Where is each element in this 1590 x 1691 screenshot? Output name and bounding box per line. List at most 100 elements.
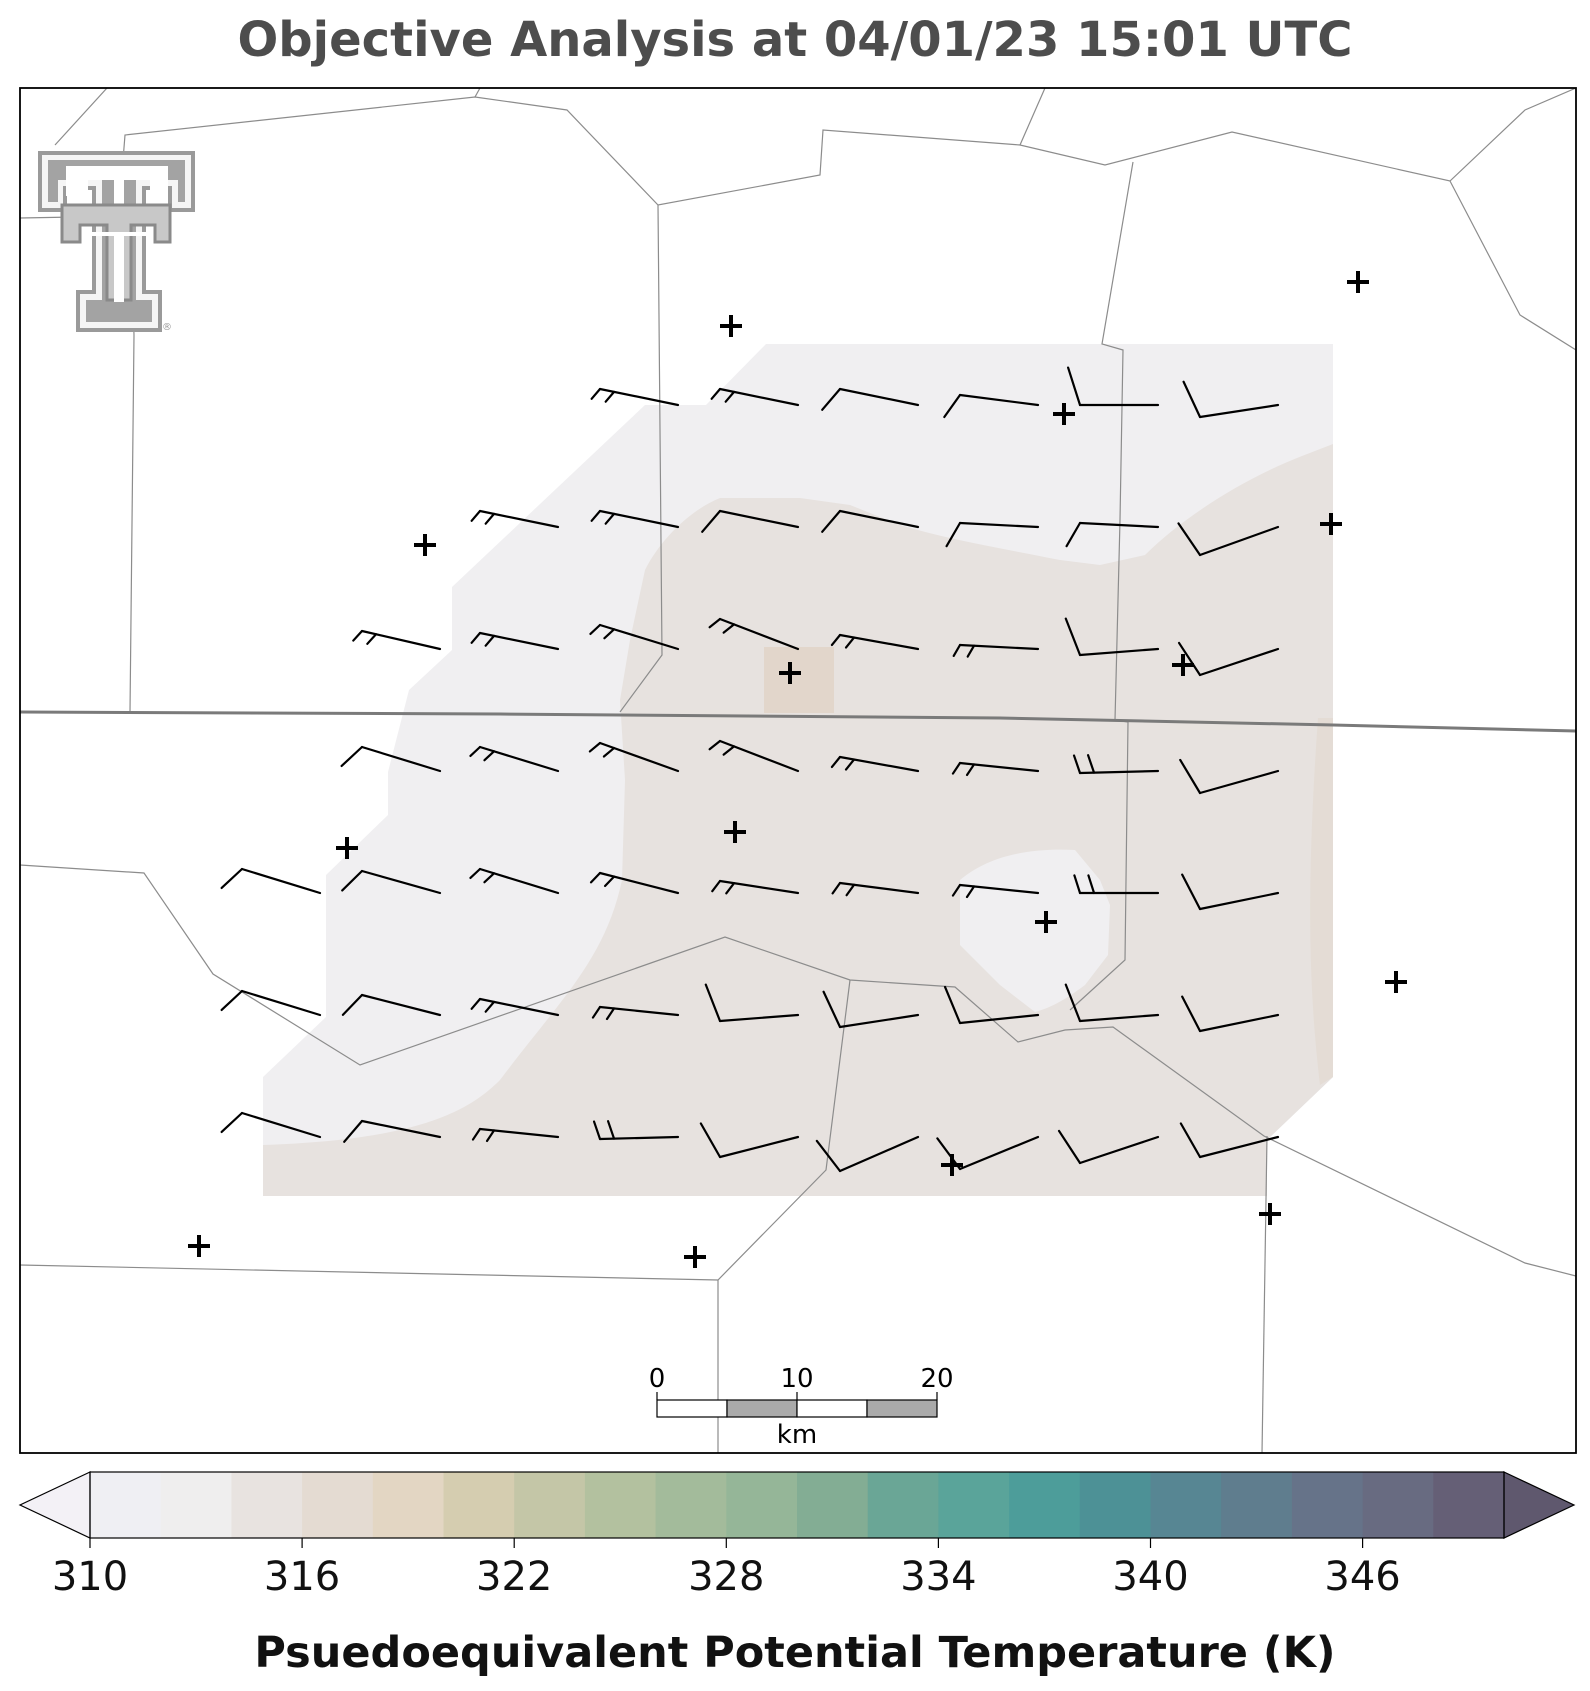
wind-barb bbox=[471, 1127, 560, 1143]
wind-barb bbox=[341, 869, 442, 895]
wind-barb bbox=[945, 521, 1040, 548]
colorbar-tick-label: 310 bbox=[52, 1554, 128, 1600]
wind-barb bbox=[1064, 617, 1160, 657]
wind-barb bbox=[591, 1005, 680, 1021]
wind-barbs bbox=[220, 366, 1280, 1173]
scale-unit: km bbox=[777, 1420, 817, 1450]
colorbar-segment bbox=[584, 1472, 657, 1538]
station-marker bbox=[941, 1154, 963, 1176]
wind-barb bbox=[821, 387, 920, 411]
wind-barb bbox=[1177, 522, 1280, 557]
colorbar-tick-label: 322 bbox=[476, 1554, 552, 1600]
wind-barb bbox=[952, 643, 1040, 658]
colorbar-segment bbox=[443, 1472, 515, 1538]
scale-tick-0: 0 bbox=[649, 1364, 666, 1394]
wind-barb bbox=[1073, 874, 1160, 895]
colorbar-segment bbox=[726, 1472, 798, 1538]
wind-barb bbox=[469, 867, 560, 895]
station-marker bbox=[684, 1246, 706, 1268]
colorbar-tick-label: 346 bbox=[1324, 1554, 1400, 1600]
colorbar-frame bbox=[89, 1471, 1505, 1539]
colorbar-segment bbox=[231, 1472, 303, 1538]
wind-barb bbox=[701, 509, 800, 533]
station-marker bbox=[1172, 654, 1194, 676]
station-marker bbox=[1385, 971, 1407, 993]
colorbar-segments bbox=[90, 1472, 1505, 1538]
wind-barb bbox=[470, 631, 560, 651]
colorbar-segment bbox=[1433, 1472, 1505, 1538]
shade-region-mid bbox=[263, 444, 1333, 1196]
colorbar-extend-high bbox=[1503, 1471, 1576, 1539]
station-marker bbox=[414, 534, 436, 556]
colorbar-segment bbox=[1221, 1472, 1293, 1538]
colorbar-tick-label: 316 bbox=[264, 1554, 340, 1600]
wind-barb bbox=[343, 1119, 442, 1143]
colorbar-tick-label: 340 bbox=[1112, 1554, 1188, 1600]
wind-barb bbox=[831, 881, 920, 897]
wind-barb bbox=[699, 1122, 800, 1159]
wind-barb bbox=[943, 393, 1040, 419]
colorbar-segment bbox=[90, 1472, 162, 1538]
colorbar-segment bbox=[302, 1472, 374, 1538]
colorbar-segment bbox=[867, 1472, 939, 1538]
colorbar-extend-low bbox=[18, 1471, 91, 1539]
station-marker bbox=[1053, 403, 1075, 425]
colorbar-segment bbox=[1009, 1472, 1081, 1538]
colorbar-segment bbox=[1362, 1472, 1434, 1538]
wind-barb bbox=[469, 745, 560, 773]
station-marker bbox=[1259, 1203, 1281, 1225]
wind-barb bbox=[1179, 758, 1280, 795]
wind-barb bbox=[1181, 873, 1280, 911]
wind-barb bbox=[340, 745, 442, 773]
wind-barb bbox=[1177, 641, 1280, 677]
wind-barb bbox=[590, 387, 680, 407]
wind-barb bbox=[815, 1135, 920, 1173]
wind-barb bbox=[943, 985, 1040, 1025]
wind-barb bbox=[830, 633, 920, 651]
wind-barb bbox=[470, 997, 560, 1017]
map-border bbox=[19, 87, 1577, 1454]
colorbar-tick-label: 328 bbox=[688, 1554, 764, 1600]
colorbar-segment bbox=[1150, 1472, 1222, 1538]
map-title: Objective Analysis at 04/01/23 15:01 UTC bbox=[237, 12, 1353, 68]
colorbar-segment bbox=[160, 1472, 232, 1538]
wind-barb bbox=[704, 983, 800, 1023]
wind-barb bbox=[589, 871, 680, 895]
wind-barb bbox=[470, 509, 560, 529]
colorbar-segment bbox=[938, 1472, 1010, 1538]
station-marker bbox=[779, 662, 801, 684]
station-marker bbox=[1347, 271, 1369, 293]
wind-barb bbox=[821, 509, 920, 533]
wind-barb bbox=[951, 883, 1040, 899]
texas-tech-double-t-logo: ® bbox=[38, 151, 195, 333]
station-marker bbox=[720, 315, 742, 337]
wind-barb bbox=[220, 867, 322, 895]
station-markers bbox=[188, 271, 1407, 1268]
wind-barb bbox=[830, 755, 920, 773]
wind-barb bbox=[1182, 380, 1280, 419]
station-marker bbox=[724, 821, 746, 843]
colorbar-segment bbox=[1291, 1472, 1364, 1538]
wind-barb bbox=[708, 739, 800, 773]
wind-barb bbox=[352, 629, 442, 651]
station-marker bbox=[188, 1235, 210, 1257]
colorbar-ticks: 310 316 322 328 334 340 346 bbox=[52, 1538, 1401, 1600]
wind-barb bbox=[1072, 754, 1160, 775]
scale-tick-10: 10 bbox=[780, 1364, 813, 1394]
county-boundaries bbox=[20, 88, 1576, 1453]
station-marker bbox=[1035, 911, 1057, 933]
wind-barb bbox=[710, 387, 800, 407]
logo-registered-mark: ® bbox=[162, 322, 172, 333]
shade-east-strip bbox=[1310, 718, 1333, 1085]
scale-bar: 0 10 20 km bbox=[649, 1364, 954, 1450]
wind-barb bbox=[1179, 1122, 1280, 1159]
wind-barb bbox=[220, 989, 322, 1017]
wind-barb bbox=[220, 1111, 322, 1139]
analysis-map: ® 0 10 20 km bbox=[19, 87, 1577, 1454]
wind-barb bbox=[341, 993, 442, 1017]
wind-barb bbox=[1065, 521, 1160, 548]
wind-barb bbox=[711, 879, 800, 895]
wind-barb bbox=[590, 509, 680, 529]
colorbar-tick-label: 334 bbox=[900, 1554, 976, 1600]
colorbar-segment bbox=[1079, 1472, 1152, 1538]
